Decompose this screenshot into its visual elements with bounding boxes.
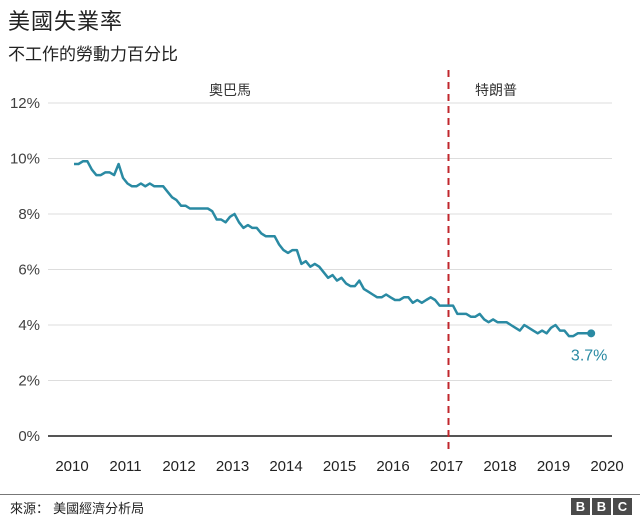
bbc-logo-letter: B xyxy=(592,498,611,515)
x-tick-label: 2019 xyxy=(537,458,570,475)
x-tick-label: 2017 xyxy=(430,458,463,475)
y-tick-label: 12% xyxy=(10,95,40,112)
x-tick-label: 2012 xyxy=(162,458,195,475)
period-label-obama: 奧巴馬 xyxy=(209,83,251,99)
y-axis-ticks: 0% 2% 4% 6% 8% 10% 12% xyxy=(10,95,40,445)
x-tick-label: 2016 xyxy=(376,458,409,475)
x-tick-label: 2010 xyxy=(55,458,88,475)
y-tick-label: 4% xyxy=(18,317,40,334)
x-tick-label: 2014 xyxy=(269,458,302,475)
y-tick-label: 0% xyxy=(18,428,40,445)
y-tick-label: 2% xyxy=(18,373,40,390)
chart-subtitle: 不工作的勞動力百分比 xyxy=(8,45,178,65)
y-tick-label: 10% xyxy=(10,151,40,168)
x-tick-label: 2011 xyxy=(109,458,141,475)
bbc-logo-letter: C xyxy=(613,498,632,515)
x-axis-ticks: 2010 2011 2012 2013 2014 2015 2016 2017 2018 2019… xyxy=(55,458,623,475)
gridlines xyxy=(48,102,612,437)
period-label-trump: 特朗普 xyxy=(475,83,517,99)
unemployment-line xyxy=(74,160,592,338)
bbc-logo-letter: B xyxy=(571,498,590,515)
chart-title: 美國失業率 xyxy=(8,10,124,35)
x-tick-label: 2013 xyxy=(216,458,249,475)
y-tick-label: 8% xyxy=(18,206,40,223)
x-tick-label: 2015 xyxy=(323,458,356,475)
bbc-logo: B B C xyxy=(571,498,632,515)
source-note: 來源： 美國經濟分析局 xyxy=(10,502,145,517)
last-point-marker xyxy=(587,329,596,338)
last-value-label: 3.7% xyxy=(571,347,607,364)
x-tick-label: 2020 xyxy=(590,458,623,475)
x-tick-label: 2018 xyxy=(483,458,516,475)
footer-divider xyxy=(0,494,640,495)
y-tick-label: 6% xyxy=(18,262,40,279)
line-chart: 0%2%4%6%8%10%12% 2010 2011 2012 2013 2014 201… xyxy=(10,70,624,475)
